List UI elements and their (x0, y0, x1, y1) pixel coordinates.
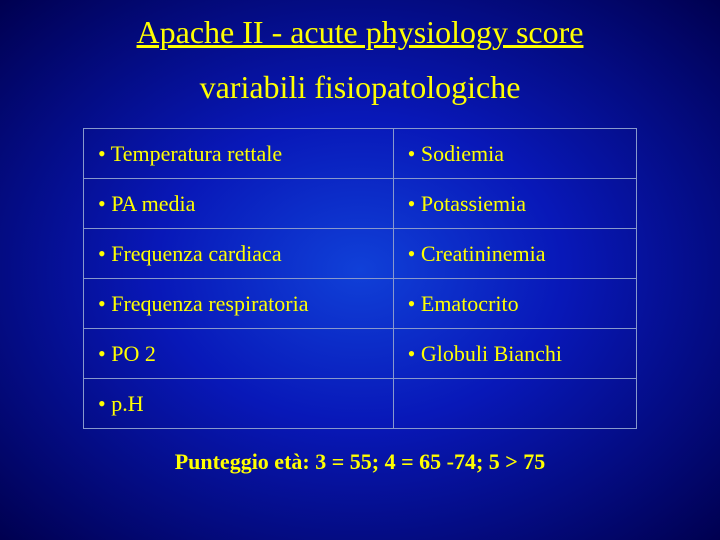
cell-right: • Ematocrito (393, 279, 636, 329)
table-row: • Temperatura rettale • Sodiemia (84, 129, 637, 179)
cell-right: • Globuli Bianchi (393, 329, 636, 379)
cell-right: • Sodiemia (393, 129, 636, 179)
cell-right (393, 379, 636, 429)
cell-left: • PA media (84, 179, 394, 229)
variables-table: • Temperatura rettale • Sodiemia • PA me… (83, 128, 637, 429)
cell-left: • p.H (84, 379, 394, 429)
cell-left: • PO 2 (84, 329, 394, 379)
cell-left: • Temperatura rettale (84, 129, 394, 179)
table-row: • PO 2 • Globuli Bianchi (84, 329, 637, 379)
cell-right: • Potassiemia (393, 179, 636, 229)
cell-right: • Creatininemia (393, 229, 636, 279)
table-row: • PA media • Potassiemia (84, 179, 637, 229)
slide-subtitle: variabili fisiopatologiche (0, 51, 720, 106)
table-row: • p.H (84, 379, 637, 429)
slide-title: Apache II - acute physiology score (0, 0, 720, 51)
table-row: • Frequenza respiratoria • Ematocrito (84, 279, 637, 329)
cell-left: • Frequenza cardiaca (84, 229, 394, 279)
footer-text: Punteggio età: 3 = 55; 4 = 65 -74; 5 > 7… (0, 429, 720, 475)
table-row: • Frequenza cardiaca • Creatininemia (84, 229, 637, 279)
cell-left: • Frequenza respiratoria (84, 279, 394, 329)
